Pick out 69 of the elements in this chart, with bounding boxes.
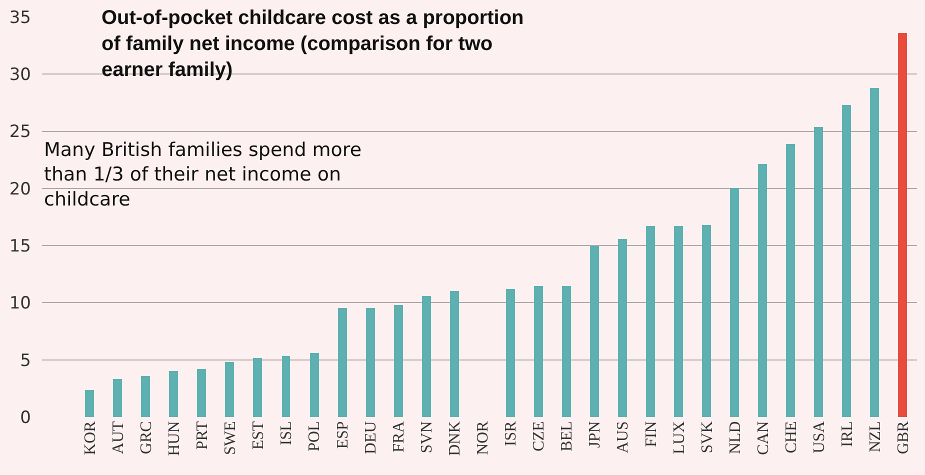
y-tick-label: 10 <box>9 294 31 314</box>
bar <box>225 362 234 417</box>
bar <box>646 226 655 417</box>
bar <box>870 88 879 417</box>
bar <box>786 144 795 417</box>
bar <box>282 356 290 417</box>
x-tick-label: BEL <box>558 421 576 452</box>
x-tick-label: AUT <box>110 420 127 454</box>
bar <box>141 376 150 417</box>
x-tick-label: CAN <box>754 420 772 455</box>
x-tick-label: NZL <box>867 421 884 452</box>
x-tick-label: AUS <box>614 421 632 454</box>
bar <box>450 291 459 417</box>
bar <box>618 239 627 417</box>
y-tick-label: 0 <box>20 408 31 428</box>
x-tick-label: GBR <box>895 420 912 454</box>
bar <box>113 379 122 417</box>
x-tick-label: FRA <box>390 420 408 452</box>
x-tick-label: GRC <box>138 421 155 454</box>
x-tick-label: LUX <box>670 420 688 454</box>
x-tick-label: CZE <box>530 421 548 452</box>
x-tick-label: SWE <box>222 421 240 455</box>
x-tick-label: JPN <box>586 420 604 448</box>
x-tick-label: HUN <box>166 420 184 456</box>
bar <box>169 371 178 417</box>
bar <box>590 246 599 417</box>
x-tick-label: NLD <box>726 421 744 454</box>
y-tick-label: 15 <box>9 236 31 257</box>
bar <box>253 358 262 417</box>
bar <box>702 225 711 417</box>
y-tick-label: 30 <box>9 65 31 86</box>
x-tick-label: SVK <box>698 420 716 454</box>
x-tick-label: NOR <box>474 420 492 455</box>
x-tick-label: USA <box>811 420 828 454</box>
bar <box>422 296 431 417</box>
x-tick-label: ESP <box>334 421 352 449</box>
x-tick-label: IRL <box>839 421 856 447</box>
bar <box>394 305 403 417</box>
bar <box>534 286 543 417</box>
bar <box>898 33 907 417</box>
y-tick-label: 5 <box>20 350 31 371</box>
y-tick-label: 25 <box>9 122 31 142</box>
bar <box>366 308 375 417</box>
y-tick-label: 35 <box>9 8 31 28</box>
bar <box>310 353 319 417</box>
bar <box>562 286 571 417</box>
x-tick-label: CHE <box>783 421 800 454</box>
x-tick-label: PRT <box>194 420 212 450</box>
x-tick-label: POL <box>306 421 324 452</box>
annotation: Many British families spend more than 1/3 of their net income on childcare <box>44 139 362 210</box>
x-tick-label: EST <box>250 420 268 450</box>
bar <box>674 226 683 417</box>
bar <box>758 164 767 417</box>
bar <box>814 127 823 417</box>
x-tick-label: ISR <box>502 420 520 446</box>
bar <box>85 390 94 417</box>
bar <box>197 369 206 417</box>
x-tick-label: DNK <box>446 420 464 456</box>
x-tick-label: ISL <box>278 421 296 446</box>
bar <box>842 105 851 417</box>
bar <box>506 289 515 417</box>
x-tick-label: SVN <box>418 420 436 454</box>
bar <box>338 308 347 417</box>
x-tick-label: DEU <box>362 420 380 454</box>
bar <box>730 188 739 417</box>
y-tick-label: 20 <box>9 179 31 200</box>
x-tick-label: FIN <box>642 420 660 447</box>
text: Out-of-pocket childcare cost as a proportion of family net income (comparison for two earner family) <box>102 6 524 81</box>
x-tick-label: KOR <box>82 420 99 455</box>
